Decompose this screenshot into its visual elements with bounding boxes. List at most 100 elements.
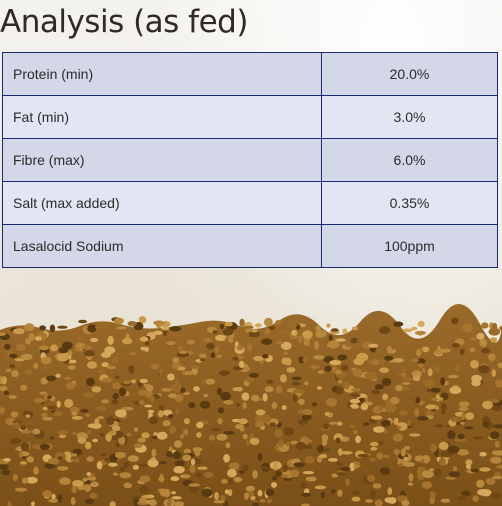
feed-pellet bbox=[128, 352, 138, 356]
feed-pellet bbox=[168, 393, 177, 399]
feed-pellet bbox=[274, 428, 283, 438]
feed-pellet bbox=[33, 398, 46, 403]
feed-pellet bbox=[403, 456, 409, 461]
feed-pellet bbox=[466, 464, 471, 469]
feed-pellet bbox=[203, 337, 213, 343]
feed-pellet bbox=[279, 330, 290, 336]
feed-pellet bbox=[440, 377, 446, 386]
feed-pellet bbox=[421, 346, 430, 353]
feed-pellet bbox=[335, 338, 346, 342]
feed-pellet bbox=[5, 417, 16, 426]
feed-pellet bbox=[51, 493, 56, 500]
feed-pellet bbox=[314, 485, 327, 490]
feed-pellet bbox=[168, 414, 174, 419]
feed-pellet bbox=[422, 470, 434, 478]
feed-pellet bbox=[210, 428, 222, 432]
feed-pellet bbox=[179, 433, 185, 439]
feed-pellet bbox=[144, 404, 153, 408]
feed-pellet bbox=[85, 377, 95, 387]
feed-pellet bbox=[251, 394, 260, 402]
feed-pellet bbox=[269, 422, 277, 427]
feed-pellet bbox=[85, 498, 94, 505]
feed-pellet bbox=[153, 320, 165, 326]
feed-pellet bbox=[58, 434, 67, 439]
feed-pellet bbox=[492, 450, 501, 455]
feed-pellet bbox=[64, 398, 74, 408]
feed-pellet bbox=[159, 404, 164, 411]
feed-pellet bbox=[340, 466, 351, 472]
feed-pellet bbox=[478, 364, 490, 374]
feed-pellet bbox=[158, 368, 164, 376]
feed-pellet bbox=[127, 455, 139, 462]
feed-pellet bbox=[159, 461, 167, 465]
feed-pellet bbox=[227, 468, 237, 478]
feed-pellet bbox=[387, 487, 393, 496]
feed-pellet bbox=[96, 368, 106, 374]
feed-pellet bbox=[490, 456, 502, 464]
feed-pellet bbox=[156, 431, 168, 440]
feed-pellet bbox=[194, 448, 201, 457]
feed-pellet bbox=[400, 448, 406, 457]
feed-pellet bbox=[140, 346, 146, 351]
feed-pellet bbox=[427, 368, 433, 377]
feed-pellet bbox=[139, 475, 151, 483]
feed-pellet bbox=[101, 399, 110, 404]
feed-pellet bbox=[57, 325, 68, 329]
feed-pellet bbox=[169, 425, 177, 434]
feed-pellet bbox=[188, 483, 201, 487]
feed-pellet bbox=[429, 491, 436, 499]
feed-pellet bbox=[426, 388, 432, 392]
feed-pellet bbox=[326, 343, 334, 348]
feed-pellet bbox=[298, 409, 303, 415]
feed-pellet bbox=[221, 479, 228, 484]
row-label: Lasalocid Sodium bbox=[3, 225, 322, 267]
feed-pellet bbox=[47, 395, 52, 399]
feed-pellet bbox=[335, 386, 344, 395]
feed-pellet bbox=[138, 316, 147, 324]
feed-pellet bbox=[100, 453, 108, 457]
feed-pellet bbox=[262, 393, 268, 402]
feed-pellet bbox=[429, 387, 441, 393]
feed-pellet bbox=[214, 346, 219, 354]
feed-pellet bbox=[196, 421, 204, 429]
feed-pellet bbox=[174, 501, 185, 506]
feed-pellet bbox=[134, 427, 138, 432]
table-row: Fat (min) 3.0% bbox=[3, 96, 497, 139]
feed-pellet bbox=[402, 461, 415, 467]
feed-pellet bbox=[239, 318, 245, 327]
feed-pellet bbox=[122, 380, 132, 385]
feed-pellet bbox=[320, 491, 326, 499]
feed-pellet bbox=[22, 410, 34, 418]
feed-pellet bbox=[86, 472, 92, 477]
feed-pellet bbox=[331, 328, 339, 332]
feed-pellet bbox=[92, 438, 99, 443]
feed-pellet bbox=[199, 400, 211, 409]
feed-pellet bbox=[345, 478, 350, 487]
feed-pellet bbox=[151, 363, 160, 370]
feed-pellet bbox=[182, 371, 194, 375]
feed-pellet bbox=[223, 400, 234, 405]
feed-pellet bbox=[84, 413, 91, 417]
feed-pellet bbox=[242, 402, 247, 409]
feed-pellet bbox=[119, 387, 127, 397]
feed-pellet bbox=[160, 387, 172, 392]
feed-pellet bbox=[271, 482, 277, 488]
feed-pellet bbox=[367, 474, 376, 482]
feed-pellet bbox=[482, 421, 489, 428]
feed-pellet bbox=[297, 398, 305, 405]
feed-pellet bbox=[5, 368, 12, 373]
feed-pellet bbox=[175, 408, 180, 415]
feed-pellet bbox=[42, 406, 48, 411]
feed-pellet bbox=[223, 430, 235, 435]
feed-pellet bbox=[298, 335, 303, 344]
feed-pellet bbox=[350, 403, 359, 409]
feed-pellet bbox=[383, 454, 390, 458]
feed-pellet bbox=[64, 376, 72, 381]
feed-pellet bbox=[113, 317, 124, 325]
feed-pellet bbox=[26, 456, 35, 463]
feed-pellet bbox=[67, 365, 76, 370]
row-label: Fibre (max) bbox=[3, 139, 322, 181]
feed-pellet bbox=[153, 330, 163, 335]
feed-pellet bbox=[369, 457, 376, 462]
feed-pellet bbox=[193, 386, 200, 392]
